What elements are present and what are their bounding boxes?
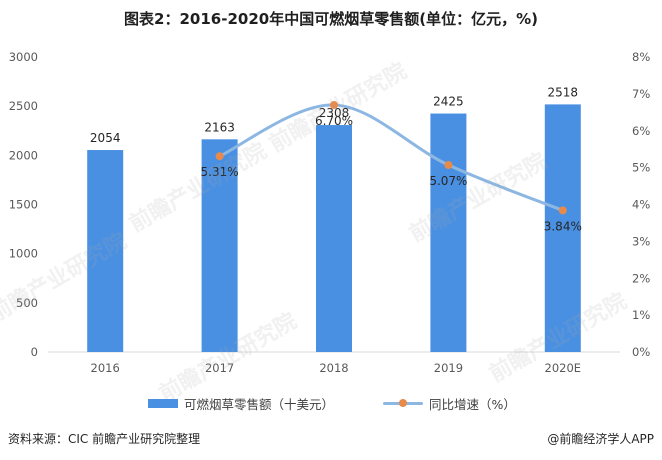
left-tick-label: 3000 [9, 50, 38, 64]
growth-point [215, 152, 224, 161]
legend: 可燃烟草零售额（十美元） 同比增速（%） [0, 394, 662, 412]
left-tick-label: 2500 [9, 99, 38, 113]
bar [316, 125, 352, 353]
growth-value-label: 6.70% [315, 114, 353, 128]
source-note: 资料来源：CIC 前瞻产业研究院整理 [8, 432, 201, 446]
growth-line-series [215, 100, 567, 215]
bar-value-label: 2054 [90, 131, 121, 145]
credit-note: @前瞻经济学人APP [547, 432, 654, 446]
right-axis-ticks: 0% 1% 2% 3% 4% 5% 6% 7% 8% [632, 50, 650, 359]
growth-line [218, 103, 565, 212]
right-tick-label: 6% [632, 124, 650, 138]
x-tick-label: 2020E [545, 361, 582, 375]
legend-label-growth: 同比增速（%） [429, 396, 516, 412]
growth-value-label: 5.07% [429, 174, 467, 188]
legend-line-swatch [383, 397, 423, 409]
growth-point [444, 161, 453, 170]
growth-value-label: 3.84% [544, 219, 582, 233]
bar-value-label: 2425 [433, 95, 464, 109]
bar-value-label: 2163 [204, 120, 235, 134]
growth-point [330, 100, 338, 109]
growth-point [558, 206, 567, 215]
growth-value-label: 5.31% [201, 165, 239, 179]
footer: 资料来源：CIC 前瞻产业研究院整理 @前瞻经济学人APP [0, 428, 662, 450]
bar [201, 139, 238, 352]
right-tick-label: 1% [632, 308, 650, 322]
right-tick-label: 3% [632, 234, 650, 248]
right-tick-label: 2% [632, 271, 650, 285]
bars [87, 104, 581, 353]
right-tick-label: 8% [632, 50, 650, 64]
left-tick-label: 0 [31, 345, 38, 359]
growth-value-labels: 5.31% 6.70% 5.07% 3.84% [201, 114, 582, 233]
chart-title: 图表2：2016-2020年中国可燃烟草零售额(单位：亿元，%) [124, 10, 538, 28]
legend-item-growth: 同比增速（%） [383, 394, 516, 412]
left-tick-label: 500 [16, 296, 38, 310]
bar [430, 113, 467, 353]
right-tick-label: 7% [632, 87, 650, 101]
x-tick-label: 2019 [434, 361, 463, 375]
right-tick-label: 5% [632, 161, 650, 175]
bar [87, 150, 124, 352]
bar [544, 104, 581, 352]
right-tick-label: 0% [632, 345, 650, 359]
x-axis-ticks: 2016 2017 2018 2019 2020E [91, 361, 582, 375]
legend-label-sales: 可燃烟草零售额（十美元） [184, 396, 335, 412]
left-axis-ticks: 0 500 1000 1500 2000 2500 3000 [9, 50, 38, 359]
bar-value-label: 2518 [548, 85, 579, 99]
x-tick-label: 2017 [205, 361, 234, 375]
left-tick-label: 1500 [9, 198, 38, 212]
left-tick-label: 1000 [9, 247, 38, 261]
left-tick-label: 2000 [9, 148, 38, 162]
legend-bar-swatch [148, 398, 178, 408]
bar-value-label: 2308 [319, 106, 350, 120]
x-tick-label: 2016 [91, 361, 120, 375]
x-tick-label: 2018 [319, 361, 348, 375]
bar-value-labels: 2054 2163 2308 2425 2518 [90, 85, 578, 145]
right-tick-label: 4% [632, 198, 650, 212]
legend-item-sales: 可燃烟草零售额（十美元） [148, 394, 334, 412]
